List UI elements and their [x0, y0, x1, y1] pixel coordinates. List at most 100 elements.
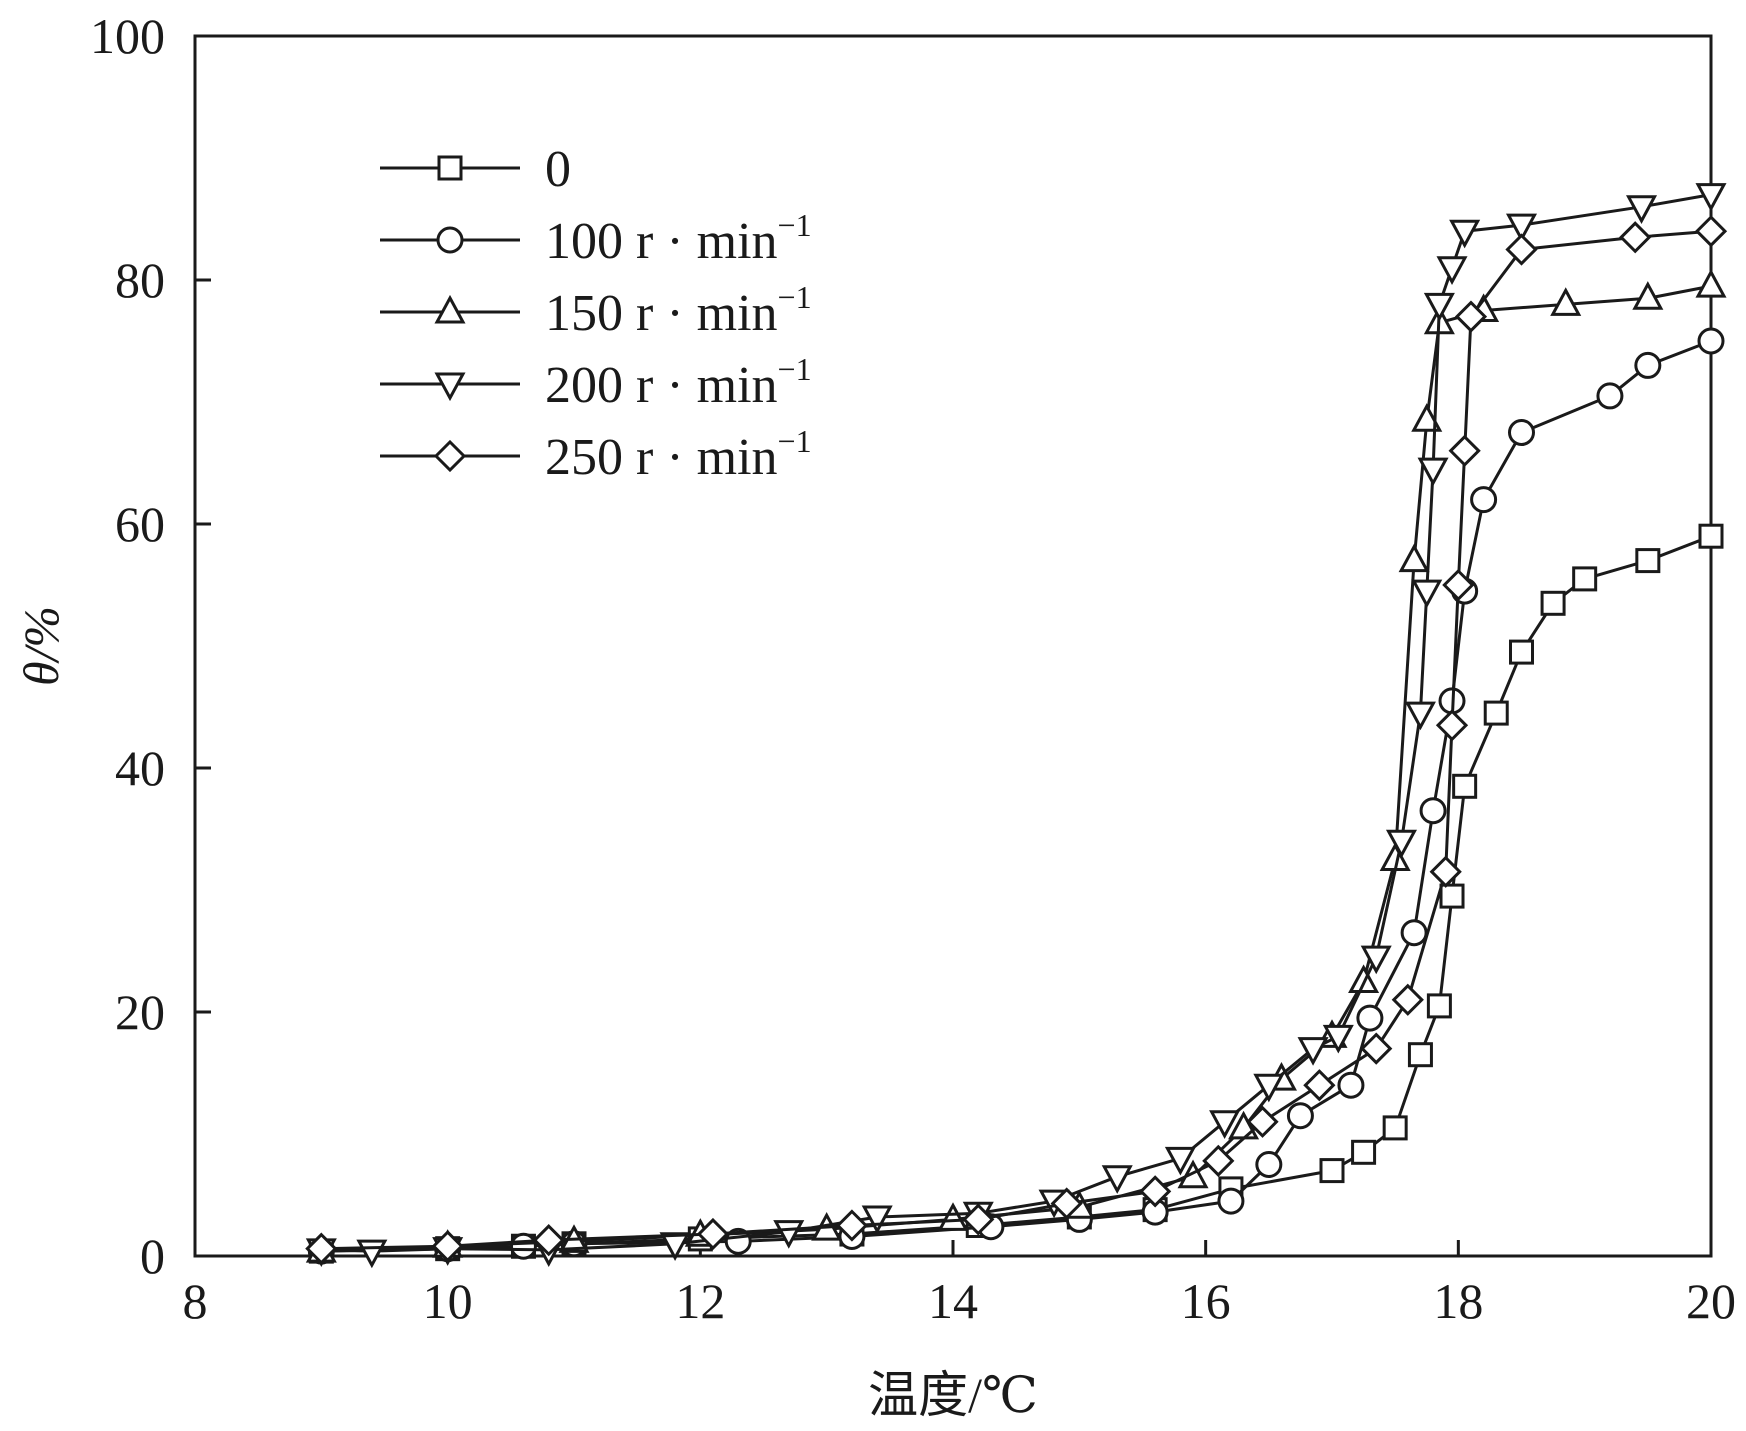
series-triangle-down — [305, 183, 1727, 1269]
legend-label: 200 r · min−1 — [545, 351, 812, 414]
circle-marker — [1634, 351, 1662, 379]
triangle-down-marker — [1297, 1037, 1329, 1066]
triangle-up-marker — [1632, 281, 1664, 310]
triangle-down-marker — [1625, 195, 1658, 224]
triangle-down-marker — [1322, 1024, 1354, 1054]
diamond-marker — [433, 439, 467, 473]
triangle-down-marker — [1209, 1110, 1241, 1139]
legend-label: 100 r · min−1 — [545, 207, 812, 270]
plot-frame — [193, 34, 1713, 1258]
triangle-up-marker — [1398, 543, 1430, 573]
triangle-up-marker — [1348, 964, 1380, 993]
diamond-marker — [835, 1209, 869, 1242]
square-marker — [1407, 1042, 1433, 1068]
legend: 0 100 r · min−1 150 r · min−1 200 r · min−1… — [380, 141, 812, 486]
diamond-marker — [962, 1203, 995, 1236]
triangle-down-marker — [1101, 1165, 1133, 1194]
x-tick-label: 14 — [928, 1273, 978, 1329]
square-marker — [1319, 1158, 1345, 1184]
circle-marker — [1217, 1187, 1245, 1215]
series-line — [321, 339, 1712, 1253]
triangle-down-marker — [1436, 256, 1468, 285]
diamond-marker — [1505, 233, 1538, 266]
x-tick-label: 16 — [1181, 1273, 1231, 1329]
series-line — [321, 229, 1712, 1251]
series-line — [321, 534, 1712, 1253]
diamond-marker — [431, 1230, 464, 1263]
diamond-marker — [1442, 568, 1475, 602]
circle-marker — [436, 226, 464, 254]
circle-marker — [1508, 419, 1535, 446]
triangle-down-marker — [1360, 945, 1392, 975]
legend-label: 150 r · min−1 — [545, 279, 812, 342]
y-tick-label: 60 — [115, 496, 165, 552]
diamond-marker — [1050, 1187, 1083, 1220]
circle-marker — [1470, 486, 1498, 514]
circle-marker — [509, 1232, 537, 1260]
square-marker — [1509, 639, 1534, 665]
triangle-down-marker — [1449, 219, 1481, 249]
circle-marker — [1255, 1151, 1283, 1178]
triangle-down-marker — [1253, 1073, 1285, 1103]
diamond-marker — [1303, 1069, 1336, 1102]
triangle-up-marker — [1411, 403, 1443, 432]
diamond-marker — [1448, 434, 1481, 467]
circle-marker — [1286, 1102, 1314, 1130]
y-tick-label: 20 — [115, 984, 165, 1040]
x-tick-label: 20 — [1686, 1273, 1736, 1329]
triangle-down-marker — [1385, 829, 1418, 859]
y-tick-label: 100 — [90, 8, 165, 64]
diamond-marker — [1454, 300, 1488, 333]
diamond-marker — [1139, 1175, 1172, 1208]
square-marker — [1483, 700, 1509, 726]
legend-label: 0 — [545, 141, 571, 198]
diamond-marker — [1360, 1032, 1393, 1065]
triangle-up-marker — [937, 1202, 969, 1231]
triangle-down-marker — [434, 372, 466, 402]
triangle-down-marker — [1404, 701, 1436, 731]
diamond-marker — [532, 1224, 565, 1257]
circle-marker — [1356, 1004, 1384, 1032]
square-marker — [437, 155, 463, 181]
x-tick-label: 8 — [183, 1273, 208, 1329]
square-marker — [1452, 773, 1478, 799]
triangle-down-marker — [1411, 579, 1443, 609]
triangle-up-marker — [1550, 287, 1582, 316]
y-tick-label: 40 — [115, 740, 165, 796]
diamond-marker — [1429, 855, 1462, 888]
legend-item: 0 — [380, 141, 571, 198]
x-axis-ticks: 8 10 12 14 16 18 20 — [183, 1240, 1736, 1329]
square-marker — [1572, 566, 1598, 592]
legend-item: 250 r · min−1 — [380, 423, 812, 486]
triangle-down-marker — [659, 1232, 691, 1261]
square-marker — [1351, 1139, 1377, 1165]
legend-item: 100 r · min−1 — [380, 207, 812, 270]
diamond-marker — [1435, 709, 1469, 742]
series-diamond — [305, 215, 1728, 1265]
square-marker — [1439, 883, 1465, 909]
diamond-marker — [1202, 1144, 1235, 1177]
series-layer — [305, 183, 1728, 1269]
triangle-down-marker — [1695, 183, 1727, 212]
diamond-marker — [1694, 215, 1728, 248]
triangle-up-marker — [434, 294, 466, 324]
legend-label: 250 r · min−1 — [545, 423, 812, 486]
y-axis-ticks: 0 20 40 60 80 100 — [90, 8, 211, 1284]
triangle-down-marker — [1423, 292, 1455, 322]
circle-marker — [1400, 919, 1428, 947]
legend-item: 200 r · min−1 — [380, 351, 812, 414]
square-marker — [1426, 993, 1452, 1019]
diamond-marker — [1391, 983, 1424, 1016]
square-marker — [1382, 1115, 1408, 1141]
circle-marker — [1419, 797, 1447, 825]
plot-area — [193, 34, 1713, 1258]
diamond-marker — [696, 1217, 730, 1251]
series-circle — [307, 327, 1725, 1265]
diamond-marker — [1619, 221, 1652, 254]
series-line — [321, 284, 1712, 1253]
triangle-down-marker — [1417, 457, 1449, 487]
triangle-up-marker — [1695, 268, 1727, 298]
triangle-down-marker — [1164, 1146, 1196, 1176]
series-square — [308, 523, 1724, 1264]
